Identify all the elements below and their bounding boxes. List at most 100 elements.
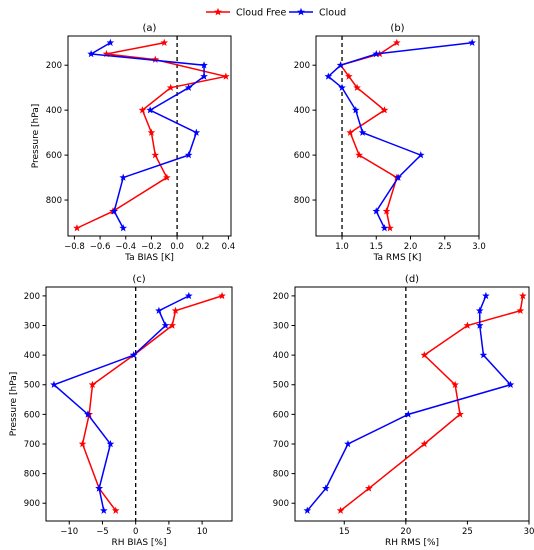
legend-marker-cloud-free [214,7,222,16]
data-point [338,83,346,91]
data-point [506,380,515,388]
data-point [218,291,226,300]
y-tick-label: 400 [294,106,310,116]
y-tick-label: 700 [273,440,289,450]
y-tick-label: 800 [273,470,289,480]
data-point [346,128,355,136]
data-point [324,72,333,80]
data-point [111,506,120,514]
data-point [168,321,177,329]
data-point [146,106,154,114]
data-point [99,506,108,514]
data-point [160,38,169,46]
data-point [110,207,119,215]
x-tick-label: 30 [524,527,534,537]
x-tick-label: 5 [166,527,171,537]
data-point [336,506,345,514]
data-point [303,506,312,514]
data-point [351,106,360,114]
x-tick-label: 3.0 [472,242,486,252]
x-axis-label: Ta BIAS [K] [124,253,174,263]
y-axis-label: Pressure [hPa] [9,372,19,437]
x-tick-label: 2.0 [404,242,418,252]
series-line-cloud [327,41,473,229]
data-point [184,151,193,159]
data-point [119,173,127,181]
data-point [475,306,484,314]
data-point [382,207,391,215]
x-tick-label: 2.5 [438,242,452,252]
x-tick-label: −0.2 [141,242,162,252]
y-tick-label: 600 [24,410,40,420]
panel-title: (a) [143,23,157,34]
y-tick-label: 800 [24,470,40,480]
y-tick-label: 200 [294,61,310,71]
data-point [138,106,147,114]
legend-label-cloud-free: Cloud Free [236,8,286,19]
y-tick-label: 700 [24,440,40,450]
data-point [345,72,353,80]
x-axis-label: RH BIAS [%] [111,538,166,548]
data-point [50,380,58,388]
data-point [155,306,163,314]
panel-c: −10 −5 0 5 10 200 300 400 500 600 700 800 900 (c) RH B… [9,274,233,548]
data-point [161,321,170,329]
data-point [192,128,201,136]
x-tick-label: 1.0 [335,242,349,252]
data-point [185,291,193,300]
plot-frame [45,286,233,522]
data-point [151,55,160,63]
panel-title: (c) [132,274,145,285]
y-tick-label: 500 [273,381,289,391]
data-point [163,173,171,181]
x-tick-label: −0.6 [90,242,111,252]
plot-frame [67,35,232,237]
y-tick-label: 900 [273,499,289,509]
data-point [87,49,95,58]
data-point [358,128,367,136]
data-point [355,151,363,159]
panel-b: 1.0 1.5 2.0 2.5 3.0 200 400 600 800 (b) Ta RMS [K] [294,23,486,263]
y-tick-label: 200 [24,292,40,302]
y-tick-label: 900 [24,499,40,509]
legend-label-cloud: Cloud [319,8,346,19]
y-tick-label: 800 [294,196,310,206]
data-point [365,484,373,492]
data-point [200,72,208,80]
data-point [129,351,138,359]
legend-marker-cloud [297,7,305,16]
data-point [519,291,527,300]
data-point [416,151,425,159]
data-point [166,83,175,91]
data-point [321,484,330,492]
plot-frame [315,35,480,237]
plot-frame [294,286,530,522]
data-point [456,410,464,418]
panel-d: 15 20 25 30 200 300 400 500 600 700 800 900 (d) RH RM… [273,274,534,548]
x-tick-label: 15 [339,527,350,537]
y-tick-label: 600 [273,410,289,420]
data-point [353,83,361,91]
data-point [468,38,476,46]
data-point [106,439,115,448]
data-point [84,410,92,418]
x-tick-label: 1.5 [370,242,384,252]
data-point [380,106,389,114]
x-tick-label: 10 [197,527,208,537]
x-tick-label: 25 [462,527,473,537]
data-point [404,410,413,418]
y-tick-label: 600 [294,151,310,161]
data-point [380,224,389,232]
x-axis-label: Ta RMS [K] [373,253,422,263]
x-tick-label: 0.0 [170,242,184,252]
data-point [482,291,490,300]
data-point [222,72,230,80]
y-tick-label: 400 [273,351,289,361]
y-tick-label: 300 [273,322,289,332]
panel-a: −0.8 −0.6 −0.4 −0.2 0.0 0.2 0.4 200 400 600 800 (a)… [31,23,235,263]
x-tick-label: −10 [60,527,78,537]
data-point [394,173,402,181]
data-point [386,224,394,232]
panel-title: (b) [390,23,404,34]
